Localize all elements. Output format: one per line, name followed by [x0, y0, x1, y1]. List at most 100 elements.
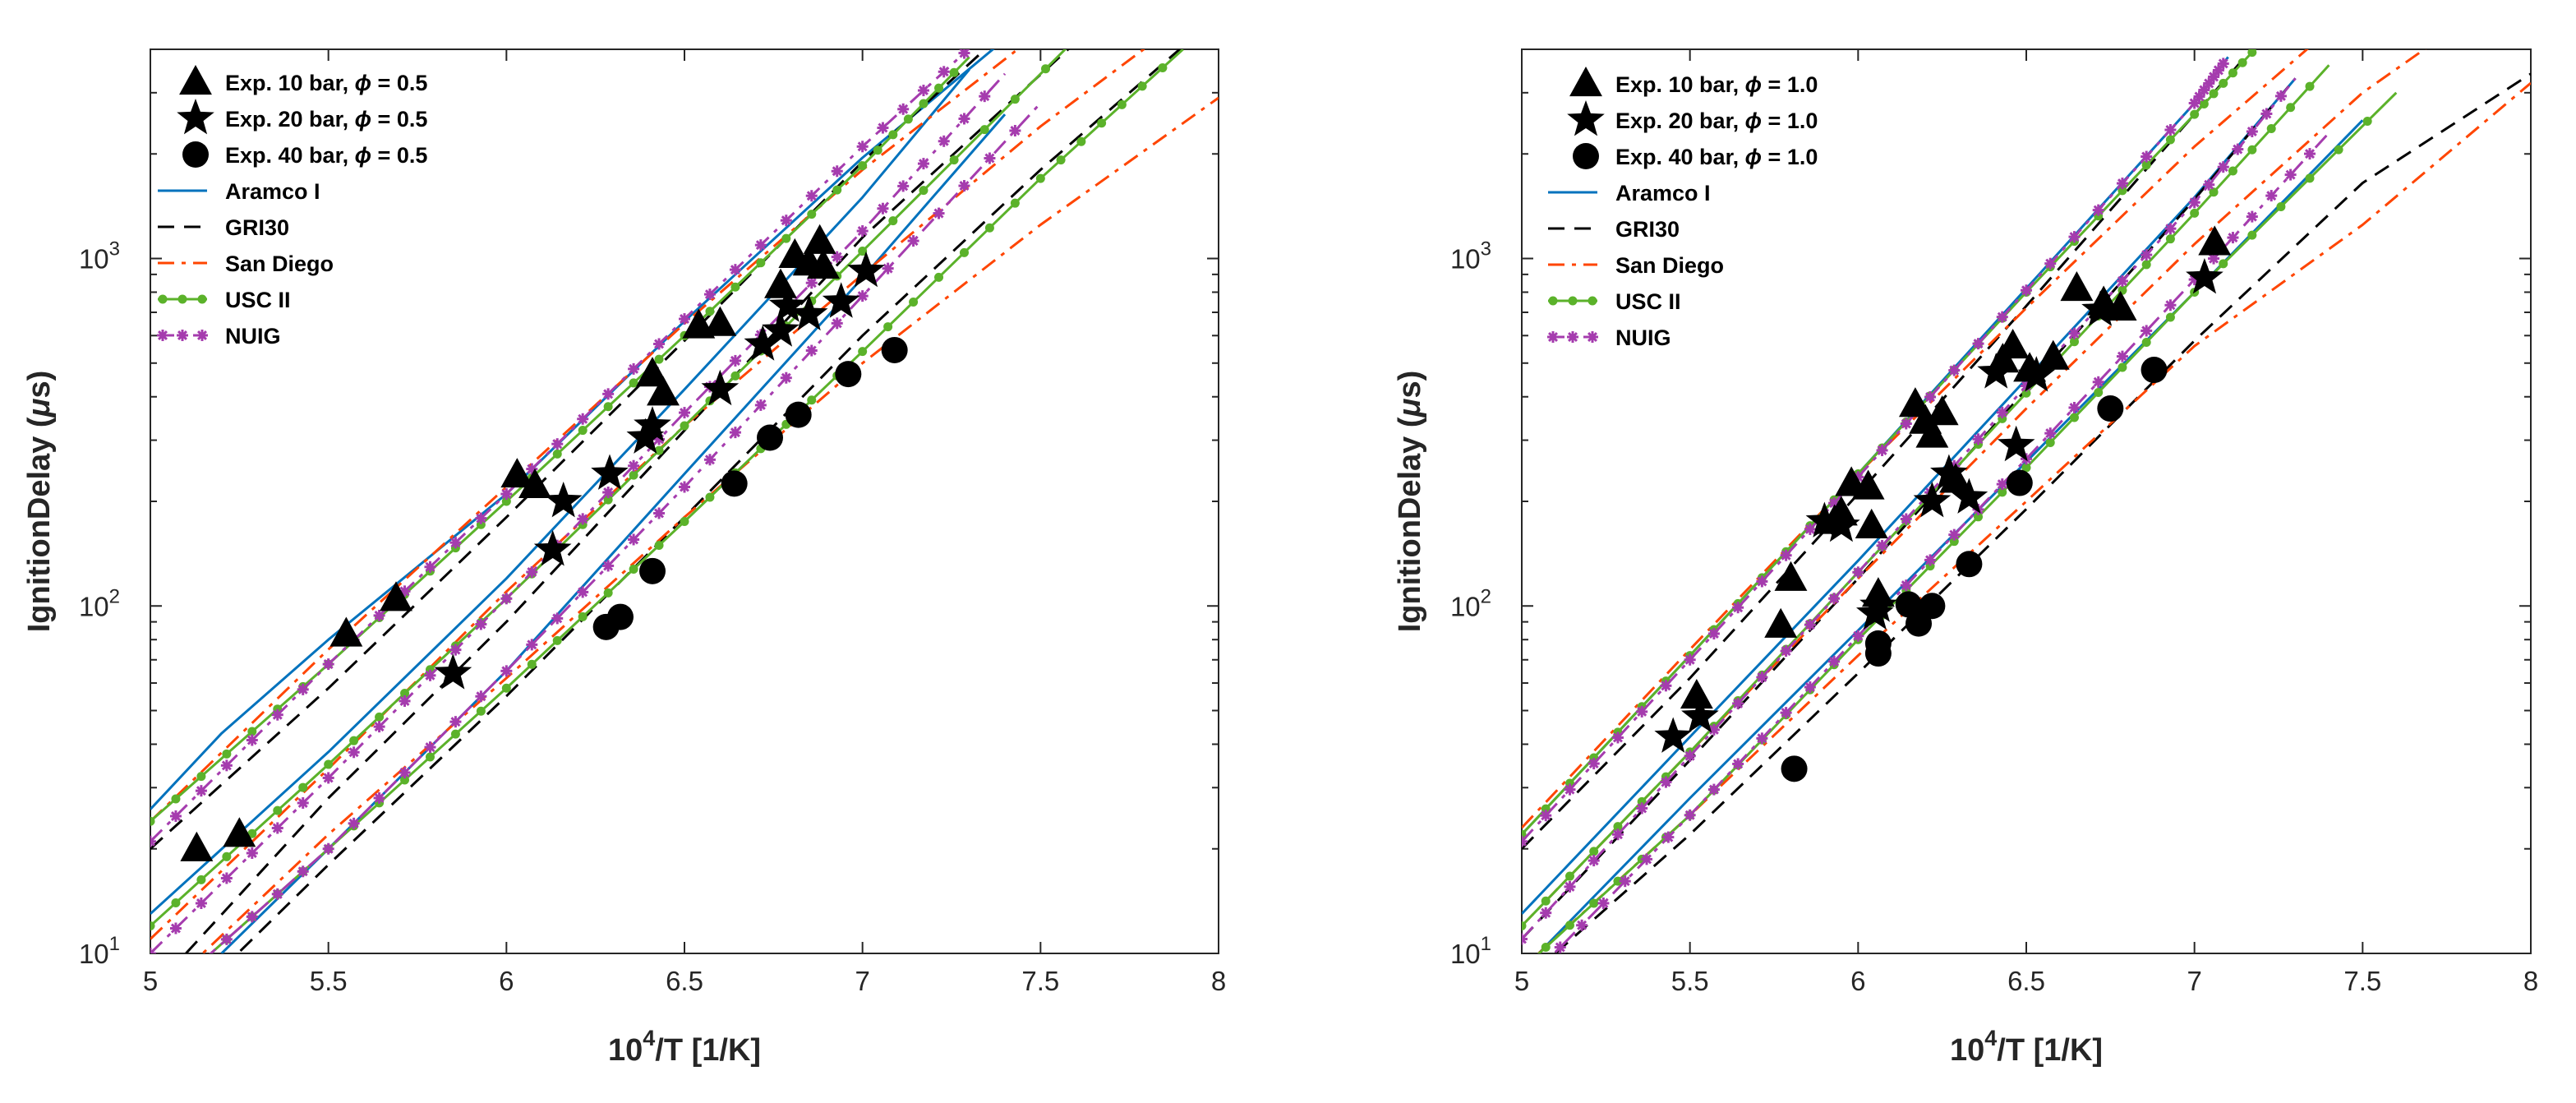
exp-10bar-point: [180, 831, 214, 861]
nuig-marker: [1554, 941, 1566, 953]
nuig-marker: [577, 413, 589, 425]
nuig-marker: [195, 897, 207, 909]
usc-marker: [2165, 135, 2175, 145]
usc-marker: [888, 216, 898, 226]
nuig-marker: [271, 888, 283, 900]
nuig-marker: [877, 202, 889, 215]
exp-10bar-point: [803, 224, 836, 254]
usc-marker: [2305, 173, 2315, 183]
nuig-marker: [2188, 196, 2200, 209]
curve-usc-1: [150, 56, 970, 826]
nuig-marker: [958, 49, 970, 59]
nuig-marker: [1780, 645, 1792, 658]
nuig-marker: [602, 560, 615, 572]
exp-20bar-point: [2186, 258, 2223, 294]
legend-usc-marker: [1588, 296, 1597, 306]
nuig-marker: [297, 865, 309, 878]
nuig-marker: [322, 842, 334, 855]
usc-marker: [2141, 160, 2151, 170]
usc-marker: [1564, 871, 1574, 881]
nuig-marker: [1924, 554, 1937, 566]
nuig-marker: [917, 158, 929, 170]
usc-marker: [375, 712, 385, 722]
legend-triangle-icon: [179, 65, 212, 95]
exp-20bar-point: [822, 282, 860, 318]
nuig-marker: [2212, 64, 2224, 76]
nuig-marker: [1660, 776, 1672, 788]
nuig-marker: [1972, 433, 1984, 445]
x-tick-label: 5: [143, 966, 158, 996]
usc-marker: [171, 898, 181, 907]
usc-marker: [1998, 487, 2007, 497]
x-tick-label: 7.5: [2343, 966, 2381, 996]
legend-entry-label: Exp. 40 bar, ϕ = 0.5: [225, 143, 427, 168]
legend-circle-icon: [1573, 143, 1599, 169]
usc-marker: [400, 775, 410, 785]
nuig-marker: [2164, 124, 2177, 136]
nuig-marker: [526, 639, 538, 651]
legend-aramco-label: Aramco I: [1615, 181, 1711, 205]
usc-marker: [979, 125, 989, 135]
nuig-marker: [1564, 783, 1576, 796]
usc-marker: [2305, 81, 2315, 91]
nuig-marker: [856, 225, 869, 238]
nuig-marker: [246, 911, 258, 923]
nuig-marker: [2260, 108, 2273, 120]
x-tick-label: 6: [499, 966, 514, 996]
line-usc: [1537, 91, 2398, 953]
usc-marker: [2141, 260, 2151, 270]
nuig-marker: [373, 609, 385, 621]
usc-marker: [1541, 804, 1551, 814]
nuig-marker: [2068, 231, 2081, 243]
nuig-marker: [703, 288, 716, 301]
nuig-marker: [2203, 178, 2215, 191]
usc-marker: [2045, 438, 2055, 448]
nuig-marker: [1852, 630, 1864, 642]
nuig-marker: [399, 767, 411, 779]
legend-entry-label: Exp. 20 bar, ϕ = 0.5: [225, 107, 427, 132]
usc-marker: [552, 449, 562, 459]
usc-marker: [2276, 201, 2286, 211]
nuig-marker: [1756, 671, 1768, 684]
nuig-marker: [1996, 406, 2008, 418]
usc-marker: [2362, 116, 2372, 126]
usc-marker: [888, 130, 898, 140]
nuig-marker: [2203, 77, 2215, 90]
exp-40bar-point: [881, 336, 908, 363]
usc-marker: [2228, 166, 2237, 176]
usc-marker: [2247, 49, 2257, 58]
exp-10bar-point: [329, 616, 363, 647]
usc-marker: [603, 402, 613, 412]
usc-marker: [705, 307, 715, 316]
line-usc: [150, 49, 1067, 927]
usc-marker: [705, 492, 715, 502]
nuig-marker: [449, 644, 462, 656]
usc-marker: [680, 421, 689, 431]
exp-40bar-point: [1956, 551, 1983, 578]
usc-marker: [2209, 187, 2219, 197]
usc-marker: [2237, 58, 2247, 67]
nuig-marker: [1804, 523, 1816, 535]
nuig-marker: [1636, 802, 1648, 815]
nuig-marker: [271, 708, 283, 721]
nuig-marker: [1780, 549, 1792, 561]
nuig-marker: [2274, 90, 2287, 102]
usc-marker: [1613, 876, 1623, 886]
usc-marker: [2219, 259, 2228, 269]
line-sandiego: [1537, 81, 2531, 953]
nuig-marker: [2164, 223, 2177, 235]
nuig-marker: [1804, 619, 1816, 631]
nuig-marker: [882, 262, 894, 275]
nuig-marker: [1804, 681, 1816, 694]
usc-marker: [807, 210, 817, 219]
nuig-marker: [628, 362, 640, 375]
y-tick-label: 101: [1450, 933, 1491, 969]
usc-marker: [1056, 155, 1066, 165]
x-tick-label: 7.5: [1021, 966, 1059, 996]
curve-aramco-2: [150, 68, 970, 915]
nuig-marker: [1597, 897, 1610, 909]
nuig-marker: [2217, 161, 2229, 173]
nuig-marker: [2092, 376, 2104, 388]
nuig-marker: [1876, 539, 1888, 552]
usc-marker: [400, 689, 410, 699]
